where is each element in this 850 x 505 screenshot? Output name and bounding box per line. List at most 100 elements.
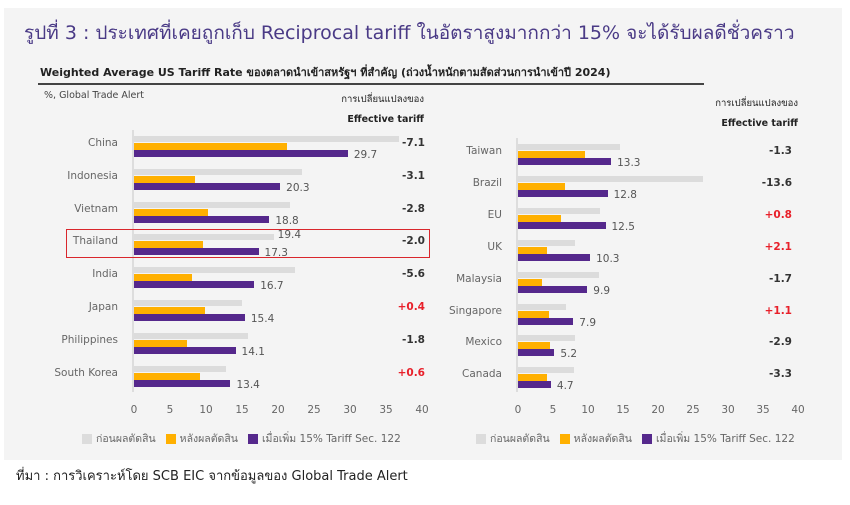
bar-before [518, 207, 600, 214]
x-tick-label: 20 [651, 404, 665, 416]
change-value: +0.8 [764, 208, 792, 221]
category-label: Brazil [472, 176, 502, 189]
bar-after [518, 374, 547, 382]
title-divider [38, 83, 704, 85]
bar-sec122 [134, 182, 281, 190]
change-header-line2: Effective tariff [347, 114, 424, 125]
x-tick-label: 20 [271, 404, 285, 416]
bar-before [518, 335, 575, 342]
bar-sec122 [134, 314, 245, 321]
legend: ก่อนผลตัดสิน หลังผลตัดสิน เมื่อเพิ่ม 15% T… [470, 430, 795, 447]
change-header-line1: การเปลี่ยนแปลงของ [341, 94, 424, 105]
change-value: +1.1 [764, 304, 792, 317]
data-label: 13.4 [236, 378, 260, 391]
bar-before [134, 168, 303, 175]
data-label: 13.3 [617, 157, 641, 169]
bar-after [518, 246, 547, 254]
legend-swatch [476, 433, 486, 444]
change-value: -7.1 [402, 137, 425, 149]
legend-label: หลังผลตัดสิน [573, 433, 632, 445]
category-label: Mexico [465, 336, 502, 349]
category-label: Canada [462, 368, 502, 381]
change-header-left: การเปลี่ยนแปลงของ Effective tariff [300, 92, 424, 125]
x-tick-label: 0 [514, 404, 522, 416]
bar-before [518, 271, 600, 278]
bar-after [518, 214, 562, 222]
legend-swatch [165, 433, 176, 444]
x-tick-label: 0 [130, 404, 138, 416]
change-header-line1: การเปลี่ยนแปลงของ [715, 98, 798, 109]
category-label: Japan [88, 301, 118, 313]
data-label: 20.3 [286, 181, 310, 194]
change-value: -13.6 [761, 176, 792, 189]
x-tick-label: 35 [379, 404, 393, 416]
data-label: 15.4 [250, 313, 275, 325]
bar-sec122 [134, 150, 348, 157]
category-label: Malaysia [456, 272, 502, 285]
bar-before [134, 267, 295, 274]
bar-after [518, 310, 549, 318]
bar-before [518, 239, 576, 246]
chart-subtitle: Weighted Average US Tariff Rate ของตลาดน… [40, 66, 611, 79]
bar-before [134, 332, 249, 339]
change-value: -1.8 [402, 333, 425, 346]
category-label: Taiwan [466, 145, 502, 157]
bar-after [518, 278, 542, 286]
bar-after [134, 175, 196, 183]
bar-before [134, 201, 290, 208]
figure-title: รูปที่ 3 : ประเทศที่เคยถูกเก็บ Reciproca… [24, 22, 795, 44]
x-tick-label: 15 [235, 404, 249, 416]
data-label: 4.7 [556, 380, 574, 393]
change-value: +0.4 [397, 301, 425, 313]
bar-sec122 [518, 381, 551, 389]
bar-sec122 [518, 189, 608, 197]
bar-sec122 [518, 158, 612, 165]
legend-label: หลังผลตัดสิน [179, 433, 238, 445]
x-tick-label: 25 [307, 404, 321, 416]
change-value: -5.6 [402, 268, 425, 281]
bar-sec122 [518, 317, 574, 325]
category-label: Indonesia [67, 169, 118, 182]
category-label: Vietnam [74, 202, 118, 215]
legend-label: เมื่อเพิ่ม 15% Tariff Sec. 122 [261, 433, 401, 445]
data-label: 7.9 [579, 316, 596, 329]
data-label: 12.5 [611, 220, 635, 233]
data-label-before: 19.4 [277, 229, 302, 242]
bar-before [518, 175, 703, 182]
bar-after [134, 241, 204, 249]
data-label: 14.1 [241, 345, 265, 358]
legend-swatch [82, 433, 92, 444]
data-label: 10.3 [596, 252, 620, 265]
bar-after [134, 339, 188, 347]
data-label: 17.3 [264, 247, 288, 260]
data-label: 29.7 [353, 149, 378, 161]
bar-before [134, 234, 274, 241]
bar-after [134, 372, 201, 380]
data-label: 9.9 [593, 284, 610, 297]
bar-before [134, 136, 399, 142]
bar-sec122 [134, 248, 259, 256]
bar-after [518, 342, 550, 350]
data-label: 12.8 [613, 188, 637, 201]
change-value: -1.7 [769, 272, 792, 285]
change-value: -2.9 [769, 336, 792, 349]
thailand-highlight-box [66, 229, 430, 258]
bar-sec122 [518, 285, 588, 293]
bar-sec122 [134, 346, 236, 354]
bar-after [134, 208, 209, 216]
change-value: -1.3 [769, 145, 792, 157]
x-tick-label: 10 [581, 404, 595, 416]
bar-after [134, 274, 193, 282]
x-tick-label: 10 [199, 404, 213, 416]
bar-sec122 [518, 349, 555, 357]
legend-label: ก่อนผลตัดสิน [490, 433, 550, 445]
bar-before [134, 300, 242, 306]
unit-label: %, Global Trade Alert [44, 90, 145, 101]
category-label: South Korea [54, 366, 118, 379]
bar-sec122 [134, 379, 231, 387]
category-label: UK [487, 240, 502, 253]
x-tick-label: 40 [791, 404, 805, 416]
bar-before [518, 144, 621, 150]
change-header-line2: Effective tariff [721, 118, 798, 129]
legend-swatch [559, 433, 570, 444]
